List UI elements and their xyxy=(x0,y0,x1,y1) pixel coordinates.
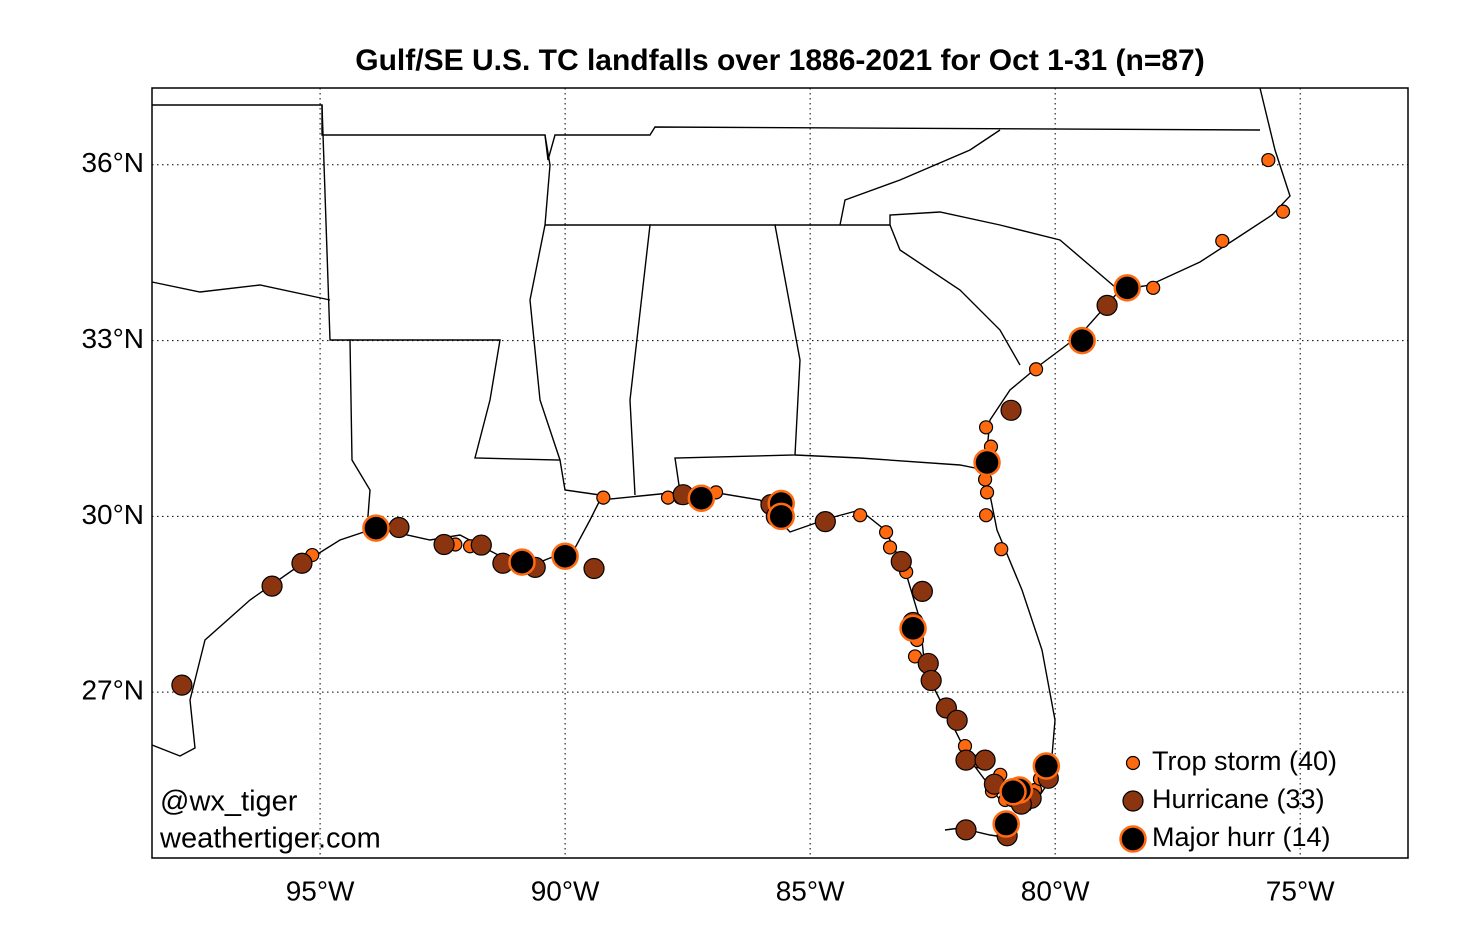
landfall-point xyxy=(955,749,977,771)
landfall-point xyxy=(1068,326,1096,355)
landfall-point xyxy=(1000,399,1022,421)
landfall-point xyxy=(1096,294,1118,317)
landfall-point xyxy=(551,542,579,570)
landfall-point xyxy=(291,552,313,574)
y-tick-label: 33°N xyxy=(81,323,144,354)
legend-marker xyxy=(1125,755,1141,771)
x-tick-label: 80°W xyxy=(1021,875,1090,906)
landfall-point xyxy=(979,485,995,500)
landfall-point xyxy=(596,490,611,505)
x-tick-label: 75°W xyxy=(1266,875,1335,906)
y-tick-label: 27°N xyxy=(81,675,144,706)
x-tick-label: 95°W xyxy=(286,875,355,906)
legend-marker xyxy=(1122,790,1144,812)
legend-marker xyxy=(1119,825,1147,853)
landfall-point xyxy=(946,709,968,731)
landfall-point xyxy=(1032,752,1061,780)
landfall-point xyxy=(388,516,410,539)
landfall-point xyxy=(978,420,994,435)
landfall-point xyxy=(920,669,942,692)
plot-frame xyxy=(151,87,1409,859)
x-tick-label: 90°W xyxy=(531,875,600,906)
landfall-point xyxy=(978,508,994,523)
landfall-point xyxy=(890,550,912,573)
landfall-point xyxy=(470,534,492,556)
landfall-point xyxy=(1146,280,1161,295)
landfall-point xyxy=(583,557,605,580)
landfall-point xyxy=(999,778,1027,806)
landfall-point xyxy=(882,540,898,555)
landfall-point xyxy=(171,674,193,696)
landfall-point xyxy=(911,580,933,602)
legend-label: Major hurr (14) xyxy=(1152,822,1331,852)
landfall-point xyxy=(1215,233,1230,249)
landfall-point xyxy=(362,514,390,542)
legend-label: Hurricane (33) xyxy=(1152,784,1325,814)
landfall-point xyxy=(899,614,927,643)
landfall-point xyxy=(508,548,536,576)
x-tick-label: 85°W xyxy=(776,875,845,906)
annotation: weathertiger.com xyxy=(159,823,381,855)
landfall-point xyxy=(1028,362,1044,377)
landfall-point xyxy=(1275,204,1291,219)
landfall-point xyxy=(814,511,836,533)
annotation: @wx_tiger xyxy=(160,786,298,818)
landfall-point xyxy=(878,525,894,540)
landfall-point xyxy=(973,448,1001,477)
landfall-point xyxy=(261,575,283,597)
landfall-point xyxy=(687,484,716,512)
y-tick-label: 30°N xyxy=(81,499,144,530)
y-tick-label: 36°N xyxy=(81,147,144,178)
landfall-point xyxy=(853,508,868,523)
landfall-point xyxy=(660,490,676,505)
landfall-point xyxy=(994,542,1009,557)
landfall-point xyxy=(992,810,1020,838)
landfall-point xyxy=(974,749,996,771)
legend-label: Trop storm (40) xyxy=(1152,746,1337,776)
chart-title: Gulf/SE U.S. TC landfalls over 1886-2021… xyxy=(355,44,1204,77)
landfall-point xyxy=(767,502,795,531)
landfall-point xyxy=(1113,274,1141,302)
map-outline xyxy=(151,87,1291,839)
landfall-point xyxy=(433,533,455,556)
landfall-point xyxy=(955,819,977,841)
landfall-point xyxy=(1261,152,1276,168)
